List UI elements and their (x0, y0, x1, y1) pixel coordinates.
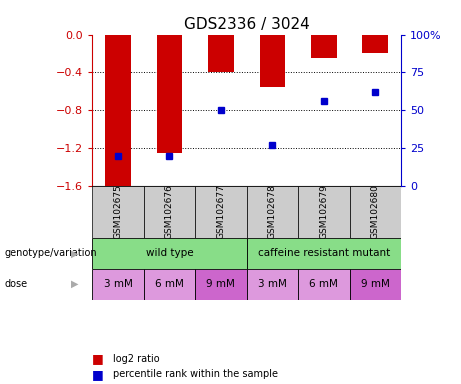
Text: dose: dose (5, 279, 28, 289)
Bar (247, 269, 298, 300)
Text: ▶: ▶ (71, 248, 79, 258)
Text: ■: ■ (92, 353, 104, 366)
Bar (349, 186, 401, 238)
Text: ▶: ▶ (71, 279, 79, 289)
Text: GSM102678: GSM102678 (268, 185, 277, 240)
Bar (195, 186, 247, 238)
Text: GSM102675: GSM102675 (113, 185, 123, 240)
Bar (92, 269, 144, 300)
Bar (362, 35, 388, 53)
Bar (92, 238, 247, 269)
Bar (247, 186, 298, 238)
Text: GSM102677: GSM102677 (216, 185, 225, 240)
Bar (208, 35, 234, 73)
Text: 6 mM: 6 mM (309, 279, 338, 289)
Text: 9 mM: 9 mM (361, 279, 390, 289)
Bar (144, 186, 195, 238)
Text: 3 mM: 3 mM (104, 279, 132, 289)
Text: caffeine resistant mutant: caffeine resistant mutant (258, 248, 390, 258)
Bar (298, 269, 349, 300)
Bar (157, 35, 182, 153)
Text: GSM102679: GSM102679 (319, 185, 328, 240)
Bar (144, 269, 195, 300)
Bar (105, 35, 131, 186)
Text: wild type: wild type (146, 248, 193, 258)
Bar (298, 186, 349, 238)
Text: 9 mM: 9 mM (207, 279, 235, 289)
Text: genotype/variation: genotype/variation (5, 248, 97, 258)
Bar (92, 186, 144, 238)
Text: GSM102676: GSM102676 (165, 185, 174, 240)
Bar (311, 35, 337, 58)
Text: percentile rank within the sample: percentile rank within the sample (113, 369, 278, 379)
Text: GSM102680: GSM102680 (371, 185, 380, 240)
Text: ■: ■ (92, 368, 104, 381)
Bar (349, 269, 401, 300)
Text: 3 mM: 3 mM (258, 279, 287, 289)
Bar (260, 35, 285, 87)
Bar (247, 238, 401, 269)
Title: GDS2336 / 3024: GDS2336 / 3024 (184, 17, 309, 32)
Text: log2 ratio: log2 ratio (113, 354, 160, 364)
Text: 6 mM: 6 mM (155, 279, 184, 289)
Bar (195, 269, 247, 300)
